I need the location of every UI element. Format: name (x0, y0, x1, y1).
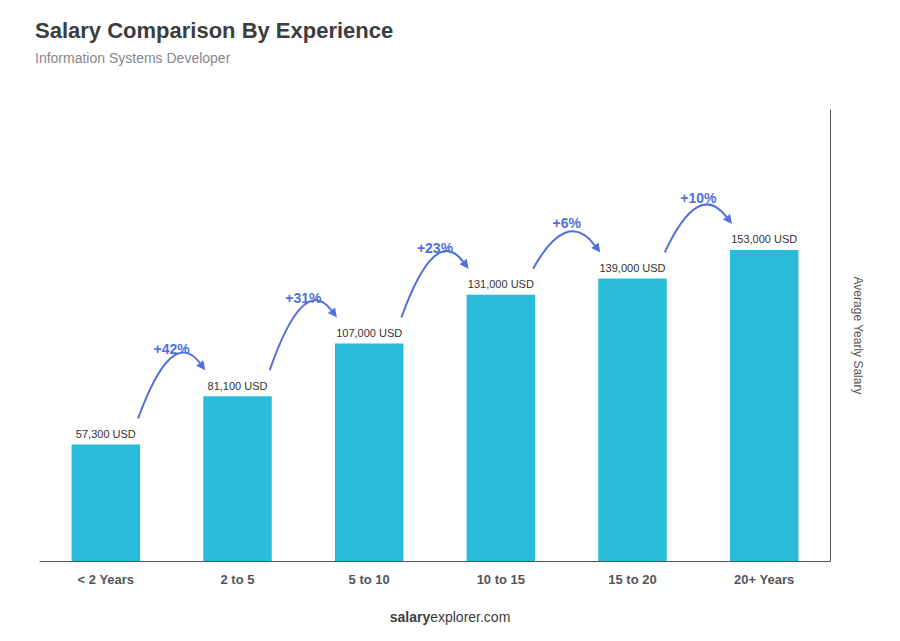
svg-text:81,100 USD: 81,100 USD (208, 380, 268, 392)
svg-text:explorer.com: explorer.com (430, 609, 510, 625)
svg-text:Salary Comparison By Experienc: Salary Comparison By Experience (35, 18, 393, 43)
svg-text:139,000 USD: 139,000 USD (599, 262, 665, 274)
svg-text:Average Yearly Salary: Average Yearly Salary (851, 277, 865, 395)
svg-text:< 2 Years: < 2 Years (78, 572, 135, 587)
svg-text:131,000 USD: 131,000 USD (468, 278, 534, 290)
svg-text:10 to 15: 10 to 15 (477, 572, 525, 587)
svg-text:153,000 USD: 153,000 USD (731, 233, 797, 245)
svg-text:+31%: +31% (285, 290, 322, 306)
svg-text:2 to 5: 2 to 5 (221, 572, 255, 587)
svg-text:57,300 USD: 57,300 USD (76, 428, 136, 440)
svg-text:+6%: +6% (552, 215, 581, 231)
svg-text:15 to 20: 15 to 20 (608, 572, 656, 587)
svg-text:Information Systems Developer: Information Systems Developer (35, 50, 231, 66)
svg-text:+23%: +23% (417, 240, 454, 256)
svg-text:5 to 10: 5 to 10 (349, 572, 390, 587)
svg-text:+10%: +10% (680, 190, 717, 206)
svg-text:+42%: +42% (154, 341, 191, 357)
svg-text:salary: salary (390, 609, 431, 625)
svg-text:107,000 USD: 107,000 USD (336, 327, 402, 339)
svg-text:20+ Years: 20+ Years (734, 572, 794, 587)
